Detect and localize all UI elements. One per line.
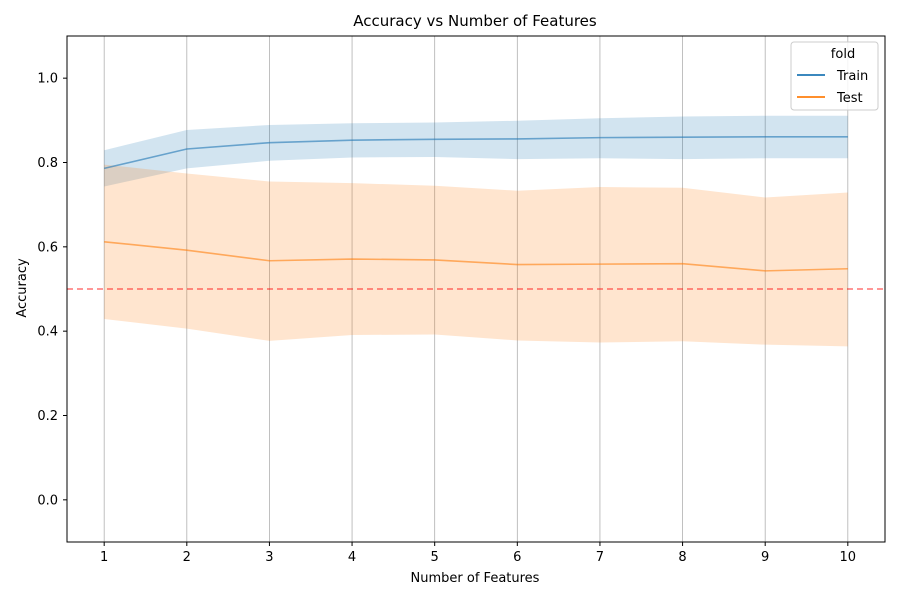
y-tick-label-0.4: 0.4 xyxy=(37,325,58,340)
x-tick-label-4: 4 xyxy=(348,550,356,565)
y-tick-label-1.0: 1.0 xyxy=(37,72,58,87)
x-tick-label-3: 3 xyxy=(265,550,273,565)
legend-title: fold xyxy=(831,47,855,62)
train-confidence-band xyxy=(104,116,848,187)
x-tick-label-10: 10 xyxy=(840,550,857,565)
y-tick-label-0.8: 0.8 xyxy=(37,156,58,171)
legend-label-train: Train xyxy=(836,69,868,84)
y-tick-label-0.2: 0.2 xyxy=(37,409,58,424)
legend-label-test: Test xyxy=(836,91,863,106)
x-tick-label-5: 5 xyxy=(431,550,439,565)
x-tick-label-2: 2 xyxy=(183,550,191,565)
y-tick-label-0.0: 0.0 xyxy=(37,493,58,508)
legend: fold Train Test xyxy=(791,42,878,110)
y-axis-label: Accuracy xyxy=(15,258,30,318)
x-tick-label-6: 6 xyxy=(513,550,521,565)
x-axis-label: Number of Features xyxy=(411,571,540,586)
chart-title: Accuracy vs Number of Features xyxy=(353,12,597,30)
x-tick-label-8: 8 xyxy=(678,550,686,565)
x-tick-label-7: 7 xyxy=(596,550,604,565)
y-tick-label-0.6: 0.6 xyxy=(37,240,58,255)
x-tick-label-1: 1 xyxy=(100,550,108,565)
plot-area: 1 2 3 4 5 6 7 8 9 10 0.0 0.2 0.4 0.6 0.8 1.0 xyxy=(37,36,885,565)
x-tick-label-9: 9 xyxy=(761,550,769,565)
test-confidence-band xyxy=(104,165,848,347)
